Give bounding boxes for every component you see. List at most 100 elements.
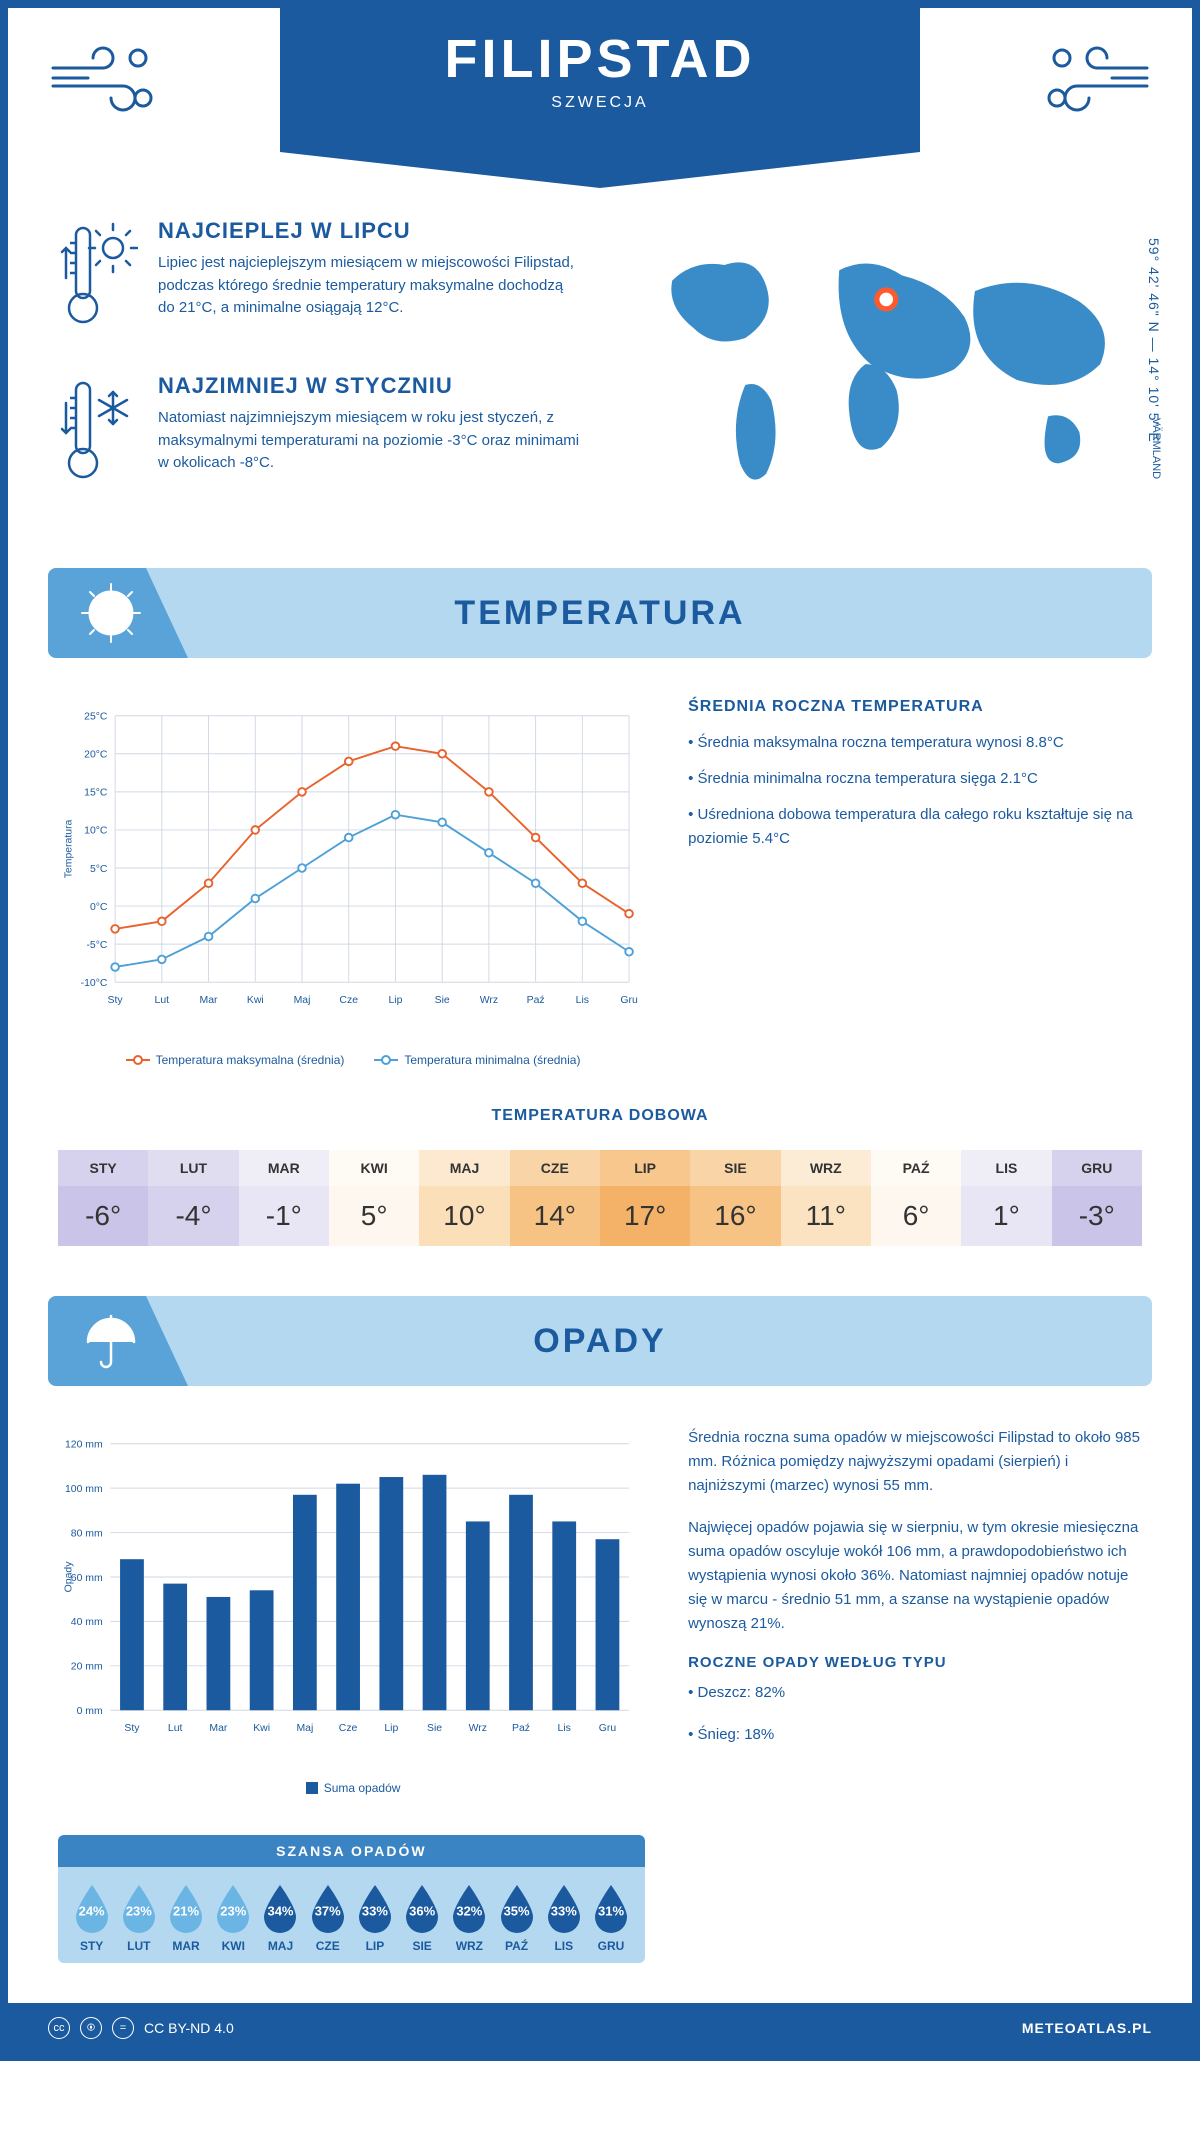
- temp-cell: CZE 14°: [510, 1140, 600, 1256]
- chance-drop: 24% STY: [71, 1883, 113, 1953]
- temp-bullet: • Średnia minimalna roczna temperatura s…: [688, 767, 1142, 791]
- svg-text:Cze: Cze: [339, 995, 358, 1006]
- legend-max: Temperatura maksymalna (średnia): [156, 1053, 345, 1067]
- temp-bullet: • Średnia maksymalna roczna temperatura …: [688, 731, 1142, 755]
- precip-rain: • Deszcz: 82%: [688, 1681, 1142, 1705]
- temp-cell: LIP 17°: [600, 1140, 690, 1256]
- world-map: [620, 218, 1142, 510]
- footer: cc 🅯 = CC BY-ND 4.0 METEOATLAS.PL: [8, 2003, 1192, 2053]
- svg-text:Gru: Gru: [620, 995, 638, 1006]
- svg-text:20 mm: 20 mm: [71, 1662, 103, 1673]
- chance-title: SZANSA OPADÓW: [58, 1835, 645, 1867]
- chance-drop: 31% GRU: [590, 1883, 632, 1953]
- svg-text:100 mm: 100 mm: [65, 1484, 103, 1495]
- svg-text:Maj: Maj: [294, 995, 311, 1006]
- svg-text:Mar: Mar: [209, 1723, 228, 1734]
- svg-text:Paź: Paź: [527, 995, 545, 1006]
- temp-cell: MAR -1°: [239, 1140, 329, 1256]
- svg-text:Lut: Lut: [168, 1723, 183, 1734]
- cold-fact: NAJZIMNIEJ W STYCZNIU Natomiast najzimni…: [58, 373, 580, 498]
- svg-text:Lis: Lis: [558, 1723, 571, 1734]
- precip-type-title: ROCZNE OPADY WEDŁUG TYPU: [688, 1654, 1142, 1671]
- region-label: VÄRMLAND: [1150, 418, 1162, 479]
- temp-cell: KWI 5°: [329, 1140, 419, 1256]
- svg-text:Sty: Sty: [124, 1723, 140, 1734]
- svg-text:Lip: Lip: [384, 1723, 398, 1734]
- svg-text:Mar: Mar: [200, 995, 219, 1006]
- section-title: OPADY: [533, 1322, 666, 1361]
- temp-cell: STY -6°: [58, 1140, 148, 1256]
- cc-icon: cc: [48, 2017, 70, 2039]
- svg-text:60 mm: 60 mm: [71, 1573, 103, 1584]
- svg-text:20°C: 20°C: [84, 750, 108, 761]
- site-name: METEOATLAS.PL: [1022, 2020, 1152, 2036]
- nd-icon: =: [112, 2017, 134, 2039]
- temp-cell: GRU -3°: [1052, 1140, 1142, 1256]
- wind-icon: [48, 38, 168, 133]
- license-text: CC BY-ND 4.0: [144, 2020, 234, 2036]
- svg-text:5°C: 5°C: [90, 864, 108, 875]
- coordinates: 59° 42' 46" N — 14° 10' 5" E: [1146, 238, 1162, 443]
- temp-cell: SIE 16°: [690, 1140, 780, 1256]
- svg-text:Sty: Sty: [108, 995, 124, 1006]
- wind-icon: [1032, 38, 1152, 133]
- chance-drop: 35% PAŹ: [496, 1883, 538, 1953]
- legend-min: Temperatura minimalna (średnia): [404, 1053, 580, 1067]
- temp-cell: PAŹ 6°: [871, 1140, 961, 1256]
- temp-cell: LIS 1°: [961, 1140, 1051, 1256]
- chance-drop: 32% WRZ: [448, 1883, 490, 1953]
- temperature-line-chart: -10°C-5°C0°C5°C10°C15°C20°C25°CStyLutMar…: [58, 698, 648, 1067]
- svg-text:Paź: Paź: [512, 1723, 530, 1734]
- svg-text:Wrz: Wrz: [480, 995, 498, 1006]
- hot-fact-title: NAJCIEPLEJ W LIPCU: [158, 218, 580, 244]
- svg-text:Temperatura: Temperatura: [63, 819, 74, 878]
- chance-drop: 23% KWI: [212, 1883, 254, 1953]
- cold-fact-text: Natomiast najzimniejszym miesiącem w rok…: [158, 407, 580, 475]
- svg-text:40 mm: 40 mm: [71, 1617, 103, 1628]
- precipitation-bar-chart: 0 mm 20 mm 40 mm 60 mm 80 mm 100 mm 120 mm Sty L…: [58, 1426, 648, 1795]
- temp-cell: WRZ 11°: [781, 1140, 871, 1256]
- precip-p1: Średnia roczna suma opadów w miejscowośc…: [688, 1426, 1142, 1498]
- svg-text:0 mm: 0 mm: [77, 1706, 103, 1717]
- svg-text:80 mm: 80 mm: [71, 1528, 103, 1539]
- temp-info-title: ŚREDNIA ROCZNA TEMPERATURA: [688, 698, 1142, 716]
- daily-temperature-table: TEMPERATURA DOBOWA STY -6° LUT -4° MAR -…: [8, 1107, 1192, 1296]
- umbrella-icon: [78, 1308, 144, 1379]
- svg-text:Cze: Cze: [339, 1723, 358, 1734]
- daily-temp-title: TEMPERATURA DOBOWA: [58, 1107, 1142, 1125]
- precipitation-section-header: OPADY: [48, 1296, 1152, 1386]
- by-icon: 🅯: [80, 2017, 102, 2039]
- precip-snow: • Śnieg: 18%: [688, 1723, 1142, 1747]
- city-name: FILIPSTAD: [360, 28, 840, 90]
- header: FILIPSTAD SZWECJA: [8, 8, 1192, 188]
- thermometer-hot-icon: [58, 218, 138, 343]
- svg-text:Kwi: Kwi: [253, 1723, 270, 1734]
- svg-text:120 mm: 120 mm: [65, 1440, 103, 1451]
- temp-cell: MAJ 10°: [419, 1140, 509, 1256]
- svg-text:Lut: Lut: [155, 995, 170, 1006]
- temperature-section-header: TEMPERATURA: [48, 568, 1152, 658]
- svg-text:Lis: Lis: [576, 995, 589, 1006]
- precipitation-chance: SZANSA OPADÓW 24% STY 23% LUT 21% MAR 23…: [8, 1835, 695, 2003]
- sun-icon: [78, 580, 144, 651]
- svg-text:15°C: 15°C: [84, 788, 108, 799]
- svg-text:Sie: Sie: [427, 1723, 442, 1734]
- svg-text:Lip: Lip: [388, 995, 402, 1006]
- svg-text:Kwi: Kwi: [247, 995, 264, 1006]
- chance-drop: 34% MAJ: [259, 1883, 301, 1953]
- chance-drop: 21% MAR: [165, 1883, 207, 1953]
- country-name: SZWECJA: [360, 94, 840, 112]
- precipitation-info: Średnia roczna suma opadów w miejscowośc…: [688, 1426, 1142, 1795]
- temp-bullet: • Uśredniona dobowa temperatura dla całe…: [688, 803, 1142, 851]
- svg-text:25°C: 25°C: [84, 712, 108, 723]
- chance-drop: 33% LIS: [543, 1883, 585, 1953]
- svg-text:-10°C: -10°C: [81, 978, 108, 989]
- thermometer-cold-icon: [58, 373, 138, 498]
- hot-fact: NAJCIEPLEJ W LIPCU Lipiec jest najcieple…: [58, 218, 580, 343]
- svg-text:Opady: Opady: [63, 1561, 74, 1593]
- hot-fact-text: Lipiec jest najcieplejszym miesiącem w m…: [158, 252, 580, 320]
- chance-drop: 23% LUT: [118, 1883, 160, 1953]
- svg-text:Sie: Sie: [435, 995, 450, 1006]
- chance-drop: 37% CZE: [307, 1883, 349, 1953]
- svg-text:10°C: 10°C: [84, 826, 108, 837]
